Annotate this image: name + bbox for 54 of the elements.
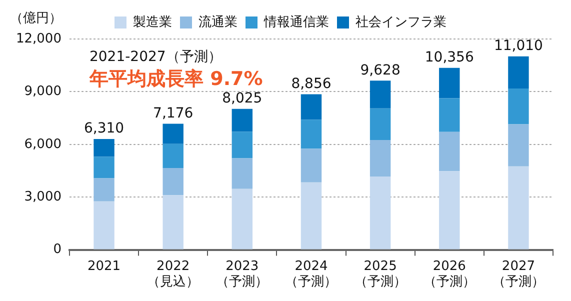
bar — [232, 132, 253, 158]
bar — [232, 158, 253, 189]
total-label: 9,628 — [360, 62, 400, 78]
bar — [94, 138, 114, 157]
legend-label: 社会インフラ業 — [356, 14, 446, 30]
x-tick-label: 2026 （予測） — [423, 258, 476, 290]
total-label: 8,856 — [291, 76, 332, 92]
bar — [508, 88, 529, 124]
bar — [300, 148, 322, 182]
bar — [300, 182, 322, 250]
total-label: 10,356 — [424, 50, 474, 66]
total-label: 11,010 — [494, 38, 543, 54]
annotation: 年平均成長率 9.7% — [88, 68, 263, 90]
bar — [439, 68, 460, 98]
bar — [162, 195, 184, 250]
bar — [439, 171, 460, 250]
total-label: 8,025 — [222, 90, 262, 106]
bar — [370, 108, 391, 140]
legend-label: 流通業 — [198, 14, 238, 30]
bar — [300, 94, 322, 120]
legend-label: 製造業 — [133, 14, 172, 30]
annotation: 2021-2027（予測） — [89, 49, 222, 65]
bar — [439, 132, 460, 172]
bar — [162, 168, 184, 196]
bar — [370, 80, 391, 108]
bar — [94, 156, 114, 178]
bar — [508, 166, 529, 250]
x-tick-label: 2027 （予測） — [492, 258, 544, 290]
x-tick-label: 2023 （予測） — [216, 258, 268, 290]
x-tick-label: 2022 （見込） — [147, 258, 200, 290]
total-label: 6,310 — [84, 120, 124, 137]
legend-label: 情報通信業 — [263, 14, 329, 30]
bar — [370, 176, 391, 250]
x-tick-label: 2024 （予測） — [285, 258, 338, 290]
x-tick-label: 2021 — [87, 258, 121, 274]
y-tick-label: 6,000 — [24, 136, 62, 152]
y-axis-title: （億円） — [10, 11, 62, 26]
bar — [162, 124, 184, 144]
bar — [300, 120, 322, 149]
y-tick-label: 9,000 — [24, 84, 62, 100]
total-label: 7,176 — [153, 105, 194, 122]
x-tick-label: 2025 （予測） — [354, 258, 406, 290]
bar — [162, 144, 184, 168]
y-tick-label: 0 — [53, 242, 62, 258]
bar — [94, 178, 114, 202]
bar — [508, 56, 529, 89]
bar — [232, 108, 253, 132]
bar — [508, 124, 529, 166]
bar — [439, 98, 460, 132]
y-tick-label: 3,000 — [24, 189, 62, 204]
bar — [94, 201, 114, 250]
bar — [232, 188, 253, 250]
y-tick-label: 12,000 — [16, 31, 62, 46]
bar — [370, 140, 391, 177]
